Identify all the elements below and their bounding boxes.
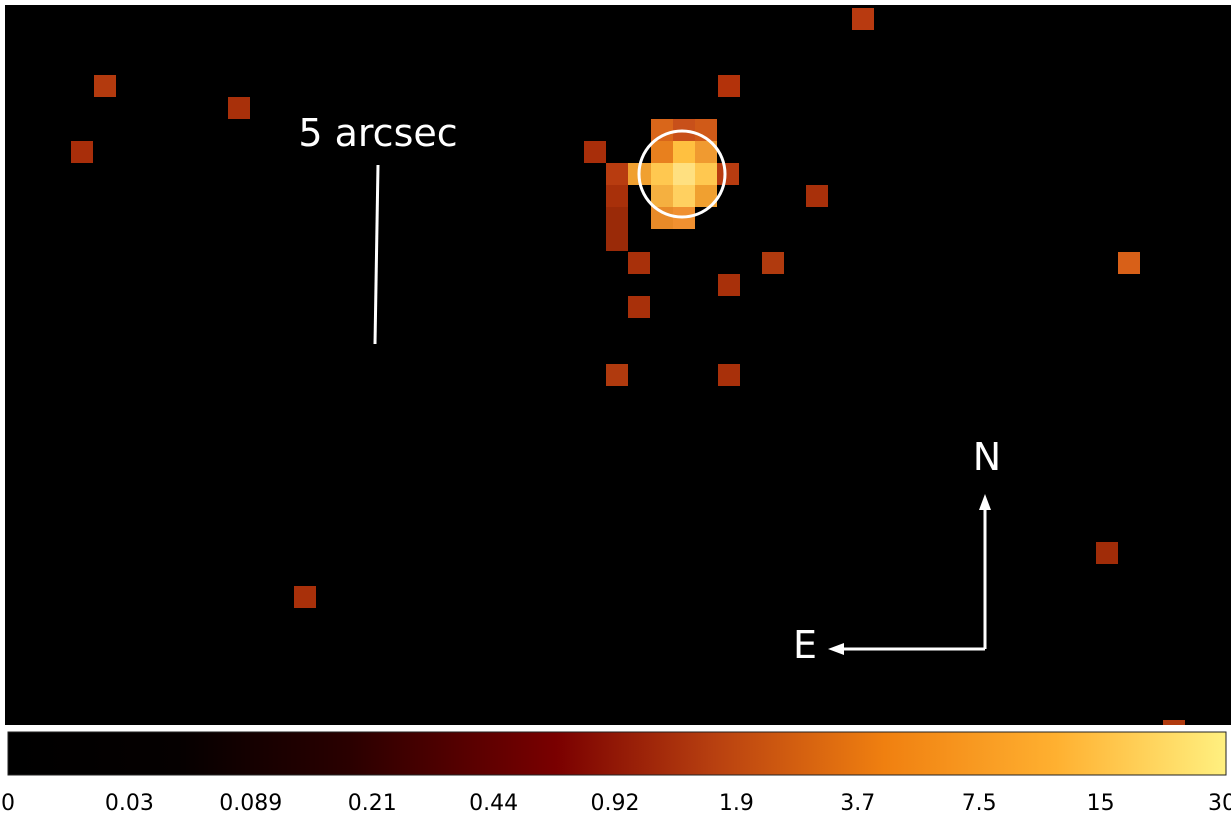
colorbar-tick-label: 30 bbox=[1208, 791, 1231, 816]
colorbar-tick-label: 1.9 bbox=[719, 791, 754, 816]
east-label: E bbox=[793, 623, 817, 667]
colorbar-tick-label: 0.44 bbox=[469, 791, 518, 816]
colorbar-tick-label: 7.5 bbox=[962, 791, 997, 816]
colorbar-tick-label: 0.089 bbox=[219, 791, 282, 816]
colorbar-tick-label: 0 bbox=[1, 791, 15, 816]
colorbar-tick-label: 0.03 bbox=[105, 791, 154, 816]
colorbar-tick-label: 0.21 bbox=[348, 791, 397, 816]
scale-label: 5 arcsec bbox=[298, 111, 457, 155]
image-view: 5 arcsec N E 0 0.03 0.089 0.21 0.44 0.92 1.9 3.… bbox=[0, 0, 1231, 823]
page: 5 arcsec N E 0 0.03 0.089 0.21 0.44 0.92 1.9 3.… bbox=[0, 0, 1231, 823]
north-label: N bbox=[973, 435, 1001, 479]
colorbar-tick-label: 0.92 bbox=[591, 791, 640, 816]
colorbar-tick-label: 3.7 bbox=[840, 791, 875, 816]
colorbar-tick-label: 15 bbox=[1087, 791, 1115, 816]
colorbar-ticks: 0 0.03 0.089 0.21 0.44 0.92 1.9 3.7 7.5 15 30 bbox=[1, 791, 1231, 816]
colorbar bbox=[8, 732, 1226, 775]
